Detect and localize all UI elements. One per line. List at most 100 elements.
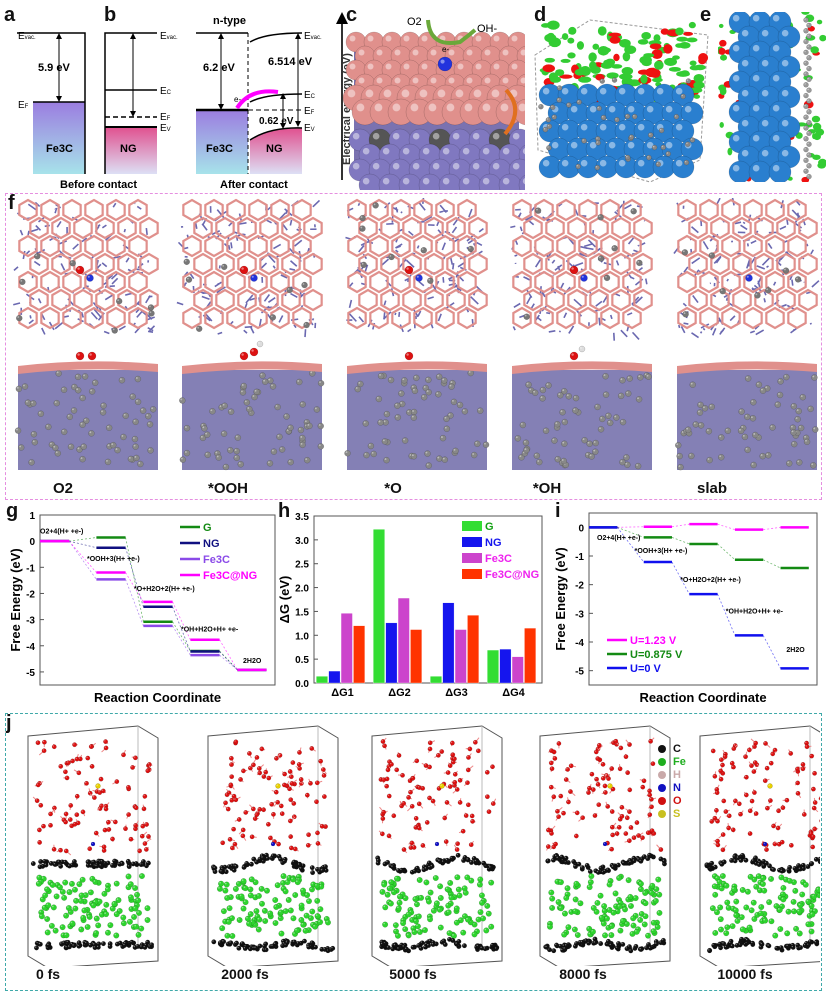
carbon-atom xyxy=(66,944,72,950)
bar xyxy=(442,602,455,684)
plot-frame xyxy=(588,512,818,686)
charge-isosurface xyxy=(693,73,705,83)
graphene-ring xyxy=(391,306,411,330)
fe-atom xyxy=(240,878,247,885)
graphene-ring xyxy=(215,252,235,276)
carbon-atom xyxy=(562,946,568,952)
carbon-atom xyxy=(278,446,286,453)
oxygen-atom xyxy=(290,760,296,766)
electron-arrow xyxy=(503,88,518,136)
charge-isosurface xyxy=(652,77,663,83)
oxygen-atom xyxy=(238,777,244,782)
charge-isosurface xyxy=(542,64,555,73)
oxygen-atom xyxy=(568,789,573,795)
carbon-atom xyxy=(692,421,700,428)
oxygen-atom xyxy=(747,808,753,814)
charge-isosurface xyxy=(815,128,825,136)
carbon-atom xyxy=(637,374,644,381)
oxygen-atom xyxy=(454,786,460,792)
oxygen-atom xyxy=(296,761,302,767)
fe-atom xyxy=(216,885,223,892)
carbon-atom xyxy=(269,314,277,321)
fe-atom xyxy=(381,881,388,888)
graphene-ring xyxy=(62,198,82,222)
oxygen-atom xyxy=(105,819,111,825)
oxygen-atom xyxy=(427,746,433,752)
oxygen-atom xyxy=(229,762,234,768)
connector xyxy=(763,559,781,569)
fe-atom xyxy=(573,880,580,887)
carbon-atom xyxy=(473,858,479,864)
carbon-atom xyxy=(685,78,692,84)
fe-atom xyxy=(608,932,615,939)
element-legend: C Fe H N O S xyxy=(658,742,686,820)
fe-atom xyxy=(630,922,637,929)
band-diagram: Evac. Evac. EF EC EF EV 5.9 eV Fe3C NG B… xyxy=(17,15,322,191)
graphene-ring xyxy=(776,252,796,276)
fe-atom xyxy=(76,881,83,888)
charge-isosurface xyxy=(544,57,556,63)
charge-density-side-view xyxy=(718,12,826,182)
carbon-atom xyxy=(561,387,568,395)
bar xyxy=(373,529,385,684)
charge-isosurface xyxy=(561,33,569,41)
legend-item: S xyxy=(658,807,686,820)
carbon-atom xyxy=(357,380,364,388)
oxygen-atom xyxy=(770,751,776,757)
carbon-atom xyxy=(689,381,696,388)
fe-atom xyxy=(655,876,662,883)
carbon-atom xyxy=(576,99,582,105)
fe-atom xyxy=(802,881,809,888)
ng-sheet xyxy=(677,361,817,374)
fe-atom xyxy=(101,890,108,897)
carbon-atom xyxy=(244,860,250,867)
fe-atom xyxy=(317,919,324,926)
graphene-ring xyxy=(534,270,554,294)
graphene-ring xyxy=(457,306,477,330)
oxygen-atom xyxy=(468,842,474,848)
graphene-ring xyxy=(468,252,488,276)
carbon-atom xyxy=(741,433,749,441)
carbon-atom xyxy=(583,938,589,944)
carbon-atom xyxy=(137,460,144,468)
oxygen-atom xyxy=(137,848,143,854)
fe-atom xyxy=(317,906,324,913)
fe-atom xyxy=(610,909,617,916)
carbon-atom xyxy=(444,857,450,863)
legend-label: Fe3C xyxy=(203,554,230,566)
oxygen-atom xyxy=(439,749,445,755)
charge-isosurface xyxy=(819,34,826,42)
charge-isosurface xyxy=(686,37,698,43)
fe-atom xyxy=(612,890,619,897)
oxygen-atom xyxy=(467,746,473,752)
legend-label: U=0.875 V xyxy=(630,649,683,661)
fe-atom xyxy=(48,922,55,929)
fe-atom xyxy=(606,881,613,888)
element-dot-icon xyxy=(658,796,666,805)
structure-label: slab xyxy=(696,480,727,497)
carbon-atom xyxy=(803,103,809,110)
fe-atom xyxy=(392,922,399,929)
carbon-atom xyxy=(653,941,660,947)
oh-label: OH- xyxy=(477,23,498,35)
fe-atom xyxy=(753,883,760,890)
panel-j-frame xyxy=(5,713,822,991)
graphene-ring xyxy=(259,252,279,276)
carbon-atom xyxy=(549,104,556,111)
carbon-atom xyxy=(651,144,658,151)
graphene-ring xyxy=(226,270,246,294)
graphene-ring xyxy=(292,234,312,258)
carbon-atom xyxy=(682,311,689,318)
carbon-atom xyxy=(278,856,284,862)
fe-atom xyxy=(130,913,138,921)
graphene-ring xyxy=(688,288,708,312)
carbon-atom xyxy=(461,408,469,415)
carbon-atom xyxy=(74,386,82,394)
graphene-ring xyxy=(578,270,598,294)
carbon-atom xyxy=(398,390,405,397)
carbon-atom xyxy=(394,414,402,421)
oxygen-atom xyxy=(239,351,249,361)
fe-atom xyxy=(258,885,265,892)
fe-atom xyxy=(464,916,471,923)
oxygen-atom xyxy=(722,754,728,760)
